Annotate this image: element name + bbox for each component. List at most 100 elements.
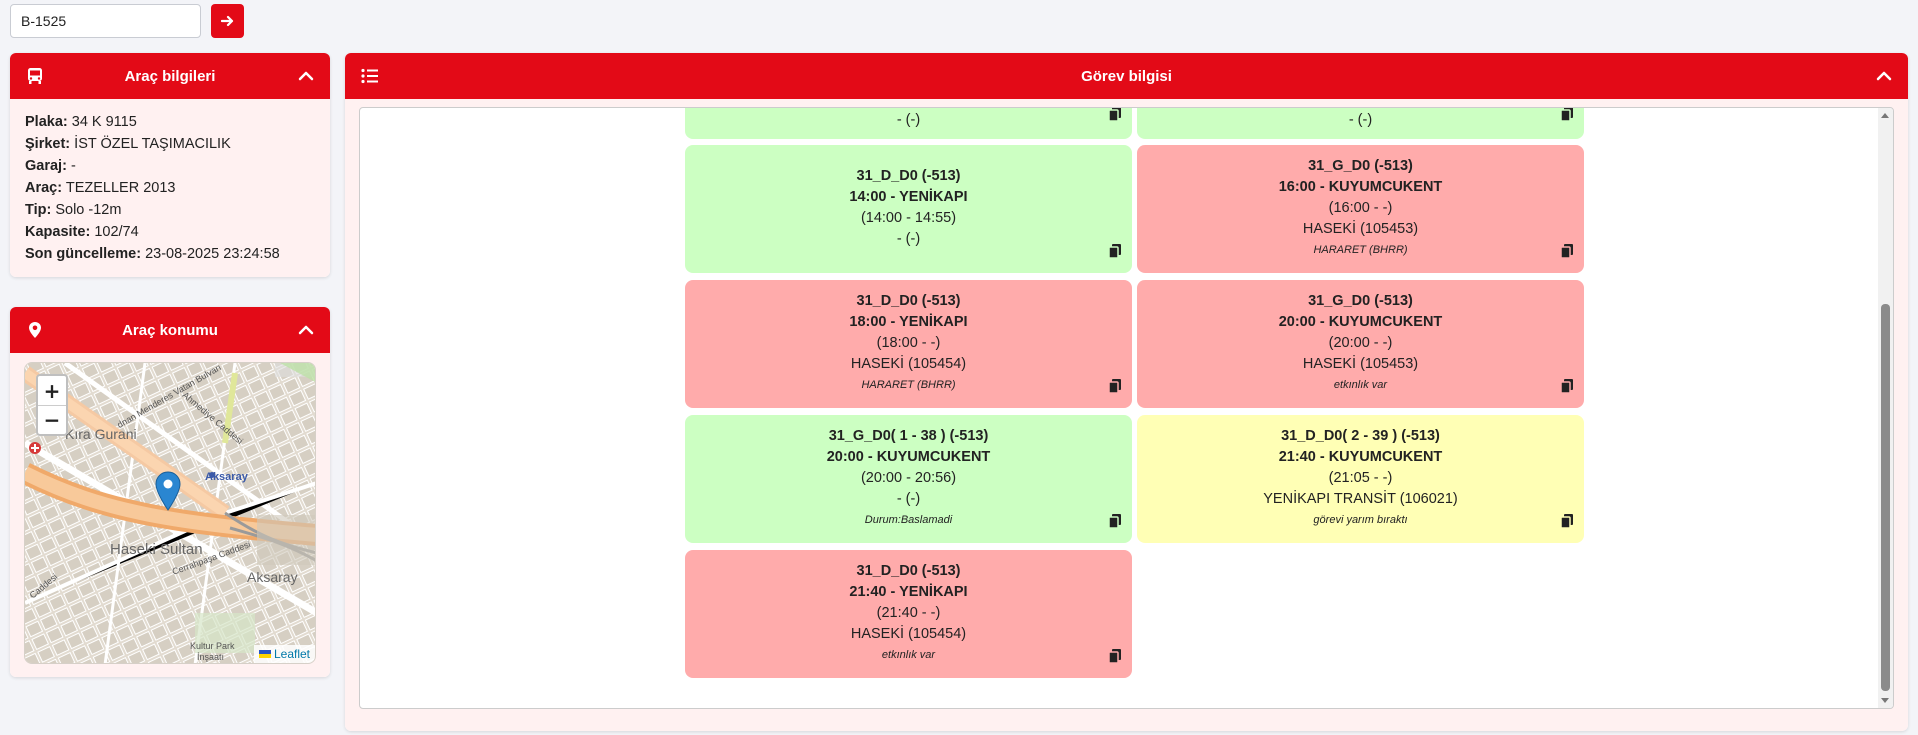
task-times: (14:00 - 14:55) (860, 210, 957, 226)
vehicle-location-header[interactable]: Araç konumu (10, 307, 330, 353)
task-code: 31_D_D0( 2 - 39 ) (-513) (1281, 428, 1440, 444)
copy-icon[interactable] (1108, 513, 1122, 529)
scroll-thumb[interactable] (1881, 304, 1890, 691)
task-driver: HASEKİ (105454) (850, 356, 967, 372)
task-list-scroll[interactable]: - (-) - (-) 31_D_D0 (-513) 14:00 - YENİK… (359, 107, 1894, 709)
task-driver: - (-) (896, 231, 921, 247)
task-note: HARARET (BHRR) (861, 379, 956, 391)
task-card[interactable]: 31_D_D0 (-513) 21:40 - YENİKAPI (21:40 -… (685, 550, 1132, 678)
task-card[interactable]: 31_G_D0 (-513) 16:00 - KUYUMCUKENT (16:0… (1137, 145, 1584, 273)
vehicle-info-body: Plaka: 34 K 9115 Şirket: İST ÖZEL TAŞIMA… (10, 99, 330, 277)
leaflet-link[interactable]: Leaflet (273, 647, 310, 661)
task-code: 31_D_D0 (-513) (856, 293, 961, 309)
vehicle-info-header[interactable]: Araç bilgileri (10, 53, 330, 99)
task-code: 31_D_D0 (-513) (856, 563, 961, 579)
task-departure: 18:00 - YENİKAPI (849, 314, 968, 330)
copy-icon[interactable] (1560, 378, 1574, 394)
vehicle-marker-icon[interactable] (155, 471, 181, 511)
copy-icon[interactable] (1108, 378, 1122, 394)
vehicle-info-panel: Araç bilgileri Plaka: 34 K 9115 Şirket: … (10, 53, 330, 277)
task-list-scrollbar[interactable] (1878, 108, 1893, 708)
task-card[interactable]: 31_D_D0 (-513) 18:00 - YENİKAPI (18:00 -… (685, 280, 1132, 408)
scroll-down-arrow-icon[interactable] (1881, 698, 1889, 703)
task-driver: YENİKAPI TRANSİT (106021) (1263, 491, 1458, 507)
task-departure: 20:00 - KUYUMCUKENT (1278, 314, 1443, 330)
map-district-label: Haseki Sultan (110, 541, 203, 558)
task-departure: 16:00 - KUYUMCUKENT (1278, 179, 1443, 195)
task-note: Durum:Baslamadi (864, 514, 953, 526)
map-district-label: Aksaray (247, 569, 298, 585)
task-info-header[interactable]: Görev bilgisi (345, 53, 1908, 99)
copy-icon[interactable] (1560, 107, 1574, 122)
copy-icon[interactable] (1108, 648, 1122, 664)
map-district-label: Kıra Gurani (65, 426, 137, 442)
task-departure: 21:40 - YENİKAPI (849, 584, 968, 600)
task-code: 31_D_D0 (-513) (856, 168, 961, 184)
task-note: etkınlık var (881, 649, 936, 661)
scroll-up-arrow-icon[interactable] (1881, 113, 1889, 118)
map-park-label: İnşaatı (197, 652, 225, 662)
task-card[interactable]: - (-) (1137, 107, 1584, 139)
map-view[interactable]: dnan Menderes Vatan Bulvarı Kıra Gurani … (24, 362, 316, 664)
task-code: 31_G_D0( 1 - 38 ) (-513) (828, 428, 989, 444)
task-card[interactable]: 31_D_D0 (-513) 14:00 - YENİKAPI (14:00 -… (685, 145, 1132, 273)
task-info-panel: Görev bilgisi - (-) - (-) 31_D_D0 (-513)… (345, 53, 1908, 731)
task-departure: 20:00 - KUYUMCUKENT (826, 449, 991, 465)
task-times: (21:05 - -) (1328, 470, 1393, 486)
task-driver: - (-) (896, 112, 921, 128)
task-card[interactable]: - (-) (685, 107, 1132, 139)
task-driver: - (-) (896, 491, 921, 507)
chevron-up-icon[interactable] (296, 320, 316, 340)
ukraine-flag-icon (258, 650, 271, 658)
info-row-company: Şirket: İST ÖZEL TAŞIMACILIK (25, 136, 231, 152)
copy-icon[interactable] (1108, 243, 1122, 259)
copy-icon[interactable] (1560, 243, 1574, 259)
map-pin-icon (24, 319, 46, 341)
search-submit-button[interactable] (211, 4, 244, 38)
info-row-plate: Plaka: 34 K 9115 (25, 114, 137, 130)
task-code: 31_G_D0 (-513) (1308, 293, 1413, 309)
task-times: (21:40 - -) (876, 605, 941, 621)
map-station-label: Aksaray (205, 471, 248, 483)
info-row-last-update: Son güncelleme: 23-08-2025 23:24:58 (25, 246, 280, 262)
vehicle-location-body: dnan Menderes Vatan Bulvarı Kıra Gurani … (10, 353, 330, 677)
list-icon (359, 65, 381, 87)
map-tiles (25, 363, 315, 663)
task-driver: - (-) (1348, 112, 1373, 128)
task-note: HARARET (BHRR) (1313, 244, 1408, 256)
task-info-body: - (-) - (-) 31_D_D0 (-513) 14:00 - YENİK… (345, 99, 1908, 731)
copy-icon[interactable] (1108, 107, 1122, 122)
task-note: görevi yarım bıraktı (1313, 514, 1408, 526)
task-times: (18:00 - -) (876, 335, 941, 351)
arrow-right-icon (220, 15, 233, 27)
zoom-out-button[interactable]: − (38, 405, 66, 434)
task-times: (20:00 - 20:56) (860, 470, 957, 486)
copy-icon[interactable] (1560, 513, 1574, 529)
map-zoom-control: + − (36, 374, 68, 436)
map-attribution: Leaflet (253, 645, 315, 663)
bus-icon (24, 65, 46, 87)
task-times: (16:00 - -) (1328, 200, 1393, 216)
chevron-up-icon[interactable] (1874, 66, 1894, 86)
task-card[interactable]: 31_G_D0 (-513) 20:00 - KUYUMCUKENT (20:0… (1137, 280, 1584, 408)
vehicle-location-panel: Araç konumu (10, 307, 330, 677)
task-times: (20:00 - -) (1328, 335, 1393, 351)
vehicle-location-title: Araç konumu (122, 321, 218, 339)
task-driver: HASEKİ (105454) (850, 626, 967, 642)
task-code: 31_G_D0 (-513) (1308, 158, 1413, 174)
task-driver: HASEKİ (105453) (1302, 356, 1419, 372)
info-row-capacity: Kapasite: 102/74 (25, 224, 139, 240)
zoom-in-button[interactable]: + (43, 378, 61, 403)
task-note: etkınlık var (1333, 379, 1388, 391)
task-card[interactable]: 31_D_D0( 2 - 39 ) (-513) 21:40 - KUYUMCU… (1137, 415, 1584, 543)
task-info-title: Görev bilgisi (1081, 67, 1172, 85)
chevron-up-icon[interactable] (296, 66, 316, 86)
vehicle-search-input[interactable] (10, 4, 201, 38)
info-row-type: Tip: Solo -12m (25, 202, 122, 218)
task-driver: HASEKİ (105453) (1302, 221, 1419, 237)
info-row-garage: Garaj: - (25, 158, 76, 174)
task-departure: 21:40 - KUYUMCUKENT (1278, 449, 1443, 465)
info-row-vehicle: Araç: TEZELLER 2013 (25, 180, 176, 196)
map-park-label: Kultur Park (190, 641, 235, 651)
task-card[interactable]: 31_G_D0( 1 - 38 ) (-513) 20:00 - KUYUMCU… (685, 415, 1132, 543)
